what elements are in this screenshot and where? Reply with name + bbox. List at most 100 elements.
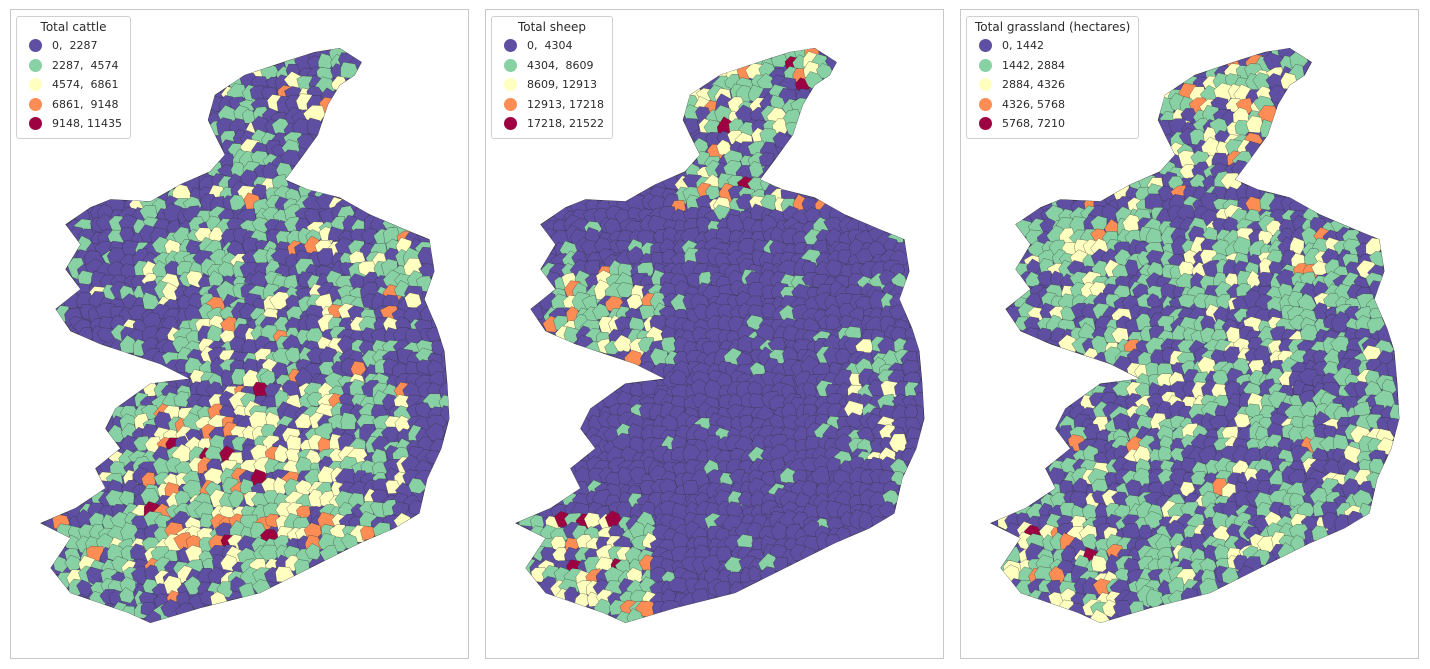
district-polygon (144, 610, 162, 623)
legend-label: 5768, 7210 (1002, 117, 1065, 131)
legend-entry: 12913, 17218 (500, 95, 604, 115)
district-polygon (1112, 412, 1133, 430)
choropleth-map-cattle (40, 47, 450, 624)
district-layer (994, 48, 1400, 623)
district-polygon (686, 273, 703, 288)
legend-swatch (29, 39, 42, 53)
legend-swatch (979, 39, 992, 53)
legend-swatch (504, 117, 517, 131)
legend-label: 4326, 5768 (1002, 97, 1065, 111)
district-layer (518, 48, 925, 623)
legend-swatch (504, 78, 517, 92)
district-polygon (583, 512, 602, 529)
map-panel-cattle: Total cattle 0, 2287 2287, 4574 4574, 68… (10, 9, 469, 659)
legend-sheep: Total sheep 0, 4304 4304, 8609 8609, 129… (491, 16, 613, 139)
legend-entry: 2884, 4326 (975, 75, 1130, 95)
district-polygon (418, 263, 437, 278)
district-polygon (1299, 323, 1319, 342)
legend-title: Total grassland (hectares) (975, 20, 1131, 34)
district-polygon (613, 334, 633, 352)
legend-swatch (504, 58, 517, 72)
legend-entry: 6861, 9148 (25, 95, 122, 115)
district-polygon (671, 446, 688, 462)
district-polygon (825, 259, 843, 278)
legend-swatch (29, 58, 42, 72)
choropleth-map-grassland (990, 47, 1400, 624)
legend-label: 4304, 8609 (527, 58, 594, 72)
legend-label: 9148, 11435 (52, 117, 122, 131)
legend-label: 6861, 9148 (52, 97, 119, 111)
legend-entry: 2287, 4574 (25, 56, 122, 76)
district-polygon (76, 579, 93, 598)
district-polygon (845, 412, 865, 429)
district-polygon (716, 546, 732, 562)
district-polygon (1177, 294, 1197, 308)
legend-swatch (504, 39, 517, 53)
district-polygon (617, 466, 633, 485)
district-polygon (1158, 445, 1173, 461)
legend-swatch (29, 78, 42, 92)
district-polygon (1160, 282, 1178, 299)
legend-entry: 4574, 6861 (25, 75, 122, 95)
district-polygon (735, 193, 756, 210)
district-polygon (746, 521, 763, 539)
legend-entry: 17218, 21522 (500, 114, 604, 134)
legend-swatch (979, 117, 992, 131)
district-polygon (208, 227, 225, 242)
legend-label: 2287, 4574 (52, 58, 119, 72)
district-polygon (294, 413, 313, 429)
district-polygon (1260, 119, 1278, 138)
district-polygon (1215, 293, 1232, 310)
legend-swatch (504, 97, 517, 111)
district-polygon (626, 608, 645, 623)
district-polygon (837, 249, 851, 265)
legend-entry: 0, 2287 (25, 36, 122, 56)
district-polygon (584, 227, 600, 243)
legend-swatch (29, 97, 42, 111)
legend-label: 4574, 6861 (52, 78, 119, 92)
district-polygon (1180, 456, 1196, 473)
legend-label: 0, 4304 (527, 39, 573, 53)
legend-entry: 9148, 11435 (25, 114, 122, 134)
district-polygon (737, 490, 754, 507)
district-polygon (735, 104, 755, 122)
legend-label: 17218, 21522 (527, 117, 604, 131)
district-polygon (825, 314, 842, 330)
district-polygon (1245, 115, 1264, 134)
legend-entry: 1442, 2884 (975, 56, 1130, 76)
district-polygon (96, 327, 115, 344)
choropleth-map-sheep (515, 47, 925, 624)
map-panel-grassland: Total grassland (hectares) 0, 1442 1442,… (960, 9, 1419, 659)
legend-label: 0, 1442 (1002, 39, 1044, 53)
district-polygon (1311, 260, 1329, 276)
legend-cattle: Total cattle 0, 2287 2287, 4574 4574, 68… (16, 16, 131, 139)
legend-entry: 4304, 8609 (500, 56, 604, 76)
legend-entry: 4326, 5768 (975, 95, 1130, 115)
district-polygon (173, 391, 190, 408)
legend-label: 2884, 4326 (1002, 78, 1065, 92)
legend-grassland: Total grassland (hectares) 0, 1442 1442,… (966, 16, 1140, 139)
legend-swatch (979, 58, 992, 72)
legend-entry: 5768, 7210 (975, 114, 1130, 134)
district-polygon (270, 248, 291, 265)
district-polygon (199, 513, 215, 529)
district-polygon (780, 228, 797, 245)
district-layer (44, 48, 450, 623)
legend-label: 1442, 2884 (1002, 58, 1065, 72)
district-polygon (1232, 236, 1251, 255)
district-polygon (640, 378, 659, 396)
district-polygon (1112, 380, 1131, 397)
district-polygon (1037, 327, 1052, 342)
district-polygon (305, 543, 321, 560)
legend-entry: 0, 4304 (500, 36, 604, 56)
district-polygon (360, 228, 378, 245)
map-panel-sheep: Total sheep 0, 4304 4304, 8609 8609, 129… (485, 9, 944, 659)
district-polygon (294, 559, 310, 576)
legend-label: 8609, 12913 (527, 78, 597, 92)
legend-title: Total cattle (40, 20, 107, 34)
district-polygon (316, 248, 335, 266)
district-polygon (616, 282, 634, 298)
legend-entry: 8609, 12913 (500, 75, 604, 95)
legend-entry: 0, 1442 (975, 36, 1130, 56)
legend-label: 0, 2287 (52, 39, 98, 53)
